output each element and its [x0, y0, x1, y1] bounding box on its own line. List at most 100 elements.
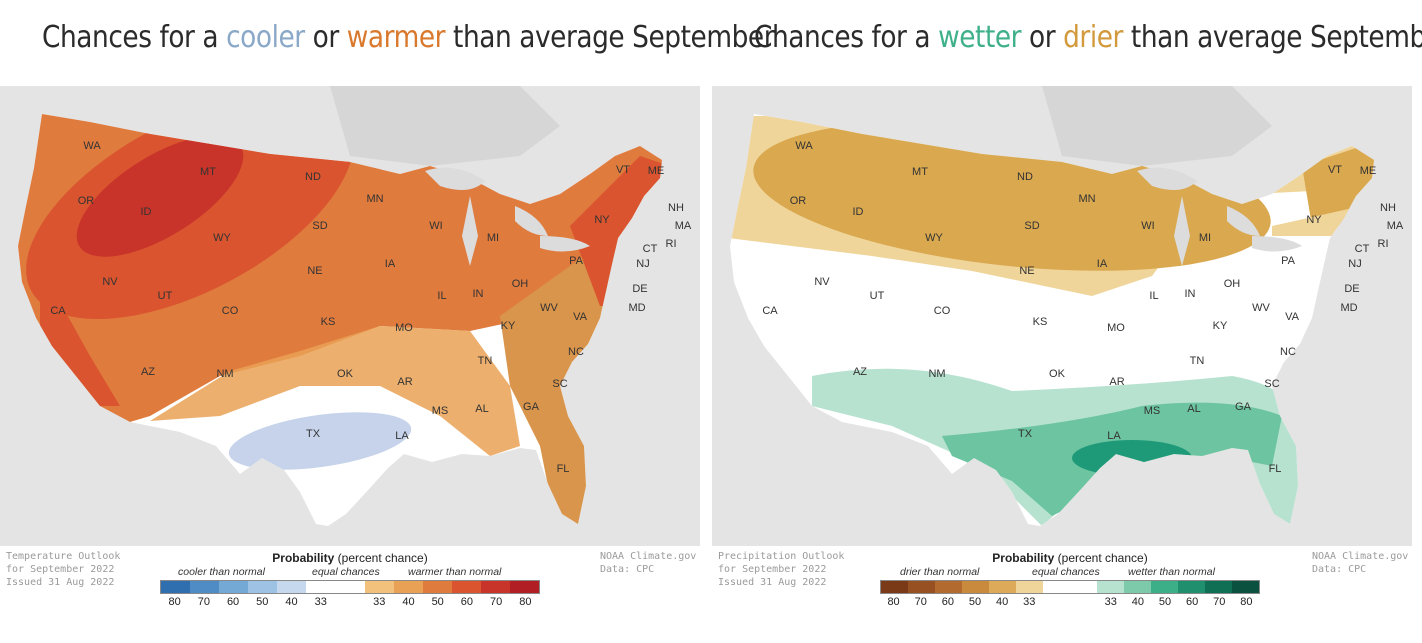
legend-equal-label: equal chances: [1032, 566, 1100, 578]
state-label-ia: IA: [384, 258, 396, 270]
legend-swatch: [1016, 581, 1043, 593]
legend-tick: 40: [285, 596, 298, 608]
legend-below-label: cooler than normal: [178, 566, 265, 578]
state-label-id: ID: [852, 206, 864, 218]
state-label-pa: PA: [1281, 255, 1295, 267]
state-label-fl: FL: [556, 463, 570, 475]
precipitation-map: WA OR CA ID NV MT WY UT AZ CO NM ND SD NE KS OK TX MN IA MO…: [712, 86, 1412, 546]
temperature-panel: Chances for a cooler or warmer than aver…: [0, 0, 775, 643]
state-label-mn: MN: [366, 193, 384, 205]
state-label-ok: OK: [1049, 368, 1065, 380]
state-label-me: ME: [1359, 165, 1377, 177]
state-label-ky: KY: [500, 320, 516, 332]
state-label-nd: ND: [305, 171, 321, 183]
state-label-ut: UT: [869, 290, 885, 302]
state-label-la: LA: [395, 430, 409, 442]
legend-tick: 33: [373, 596, 386, 608]
state-label-ar: AR: [397, 376, 413, 388]
state-label-id: ID: [140, 206, 152, 218]
precipitation-legend: Probability (percent chance) drier than …: [880, 551, 1260, 608]
legend-above-label: warmer than normal: [408, 566, 502, 578]
legend-tick: 60: [460, 596, 474, 608]
legend-below-label: drier than normal: [900, 566, 980, 578]
legend-swatch: [989, 581, 1016, 593]
state-label-vt: VT: [615, 164, 631, 176]
legend-swatch: [161, 581, 191, 593]
state-label-az: AZ: [140, 366, 156, 378]
precipitation-credit: NOAA Climate.gov Data: CPC: [1312, 551, 1409, 575]
legend-swatch: [881, 581, 908, 593]
legend-tick: 80: [168, 596, 181, 608]
state-label-mo: MO: [1107, 322, 1125, 334]
state-label-wa: WA: [795, 140, 813, 152]
state-label-in: IN: [1184, 288, 1196, 300]
legend-tick: 33: [314, 596, 327, 608]
state-label-al: AL: [475, 403, 489, 415]
state-label-ca: CA: [50, 305, 66, 317]
state-label-co: CO: [933, 305, 951, 317]
state-label-ks: KS: [320, 316, 336, 328]
state-label-wy: WY: [925, 232, 943, 244]
state-label-ar: AR: [1109, 376, 1125, 388]
state-label-me: ME: [647, 165, 665, 177]
state-label-tx: TX: [1017, 428, 1033, 440]
state-label-wi: WI: [1141, 220, 1155, 232]
state-label-md: MD: [628, 302, 646, 314]
state-label-tn: TN: [1189, 355, 1205, 367]
legend-tick: 50: [1158, 596, 1172, 608]
state-label-ga: GA: [523, 401, 539, 413]
legend-title: Probability (percent chance): [992, 551, 1148, 565]
state-label-nj: NJ: [636, 258, 650, 270]
state-label-nj: NJ: [1348, 258, 1362, 270]
legend-ticks: 80 70 60 50 40 33 33 40 50 60 70 80: [160, 594, 540, 608]
state-label-nc: NC: [568, 346, 584, 358]
legend-tick: 60: [226, 596, 240, 608]
temperature-map: WA OR CA ID NV MT WY UT AZ CO NM ND SD NE KS OK TX MN IA MO…: [0, 86, 700, 546]
legend-ticks: 80 70 60 50 40 33 33 40 50 60 70 80: [880, 594, 1260, 608]
legend-tick: 80: [887, 596, 900, 608]
legend-tick: 50: [256, 596, 269, 608]
legend-swatch: [451, 581, 481, 593]
legend-swatch: [306, 581, 336, 593]
legend-swatch: [248, 581, 278, 593]
state-label-ri: RI: [665, 238, 677, 250]
temperature-map-shapes: [0, 86, 700, 546]
legend-tick: 50: [968, 596, 982, 608]
legend-equal-label: equal chances: [312, 566, 380, 578]
state-label-wa: WA: [83, 140, 101, 152]
state-label-va: VA: [573, 311, 587, 323]
state-label-ms: MS: [1143, 405, 1161, 417]
state-label-la: LA: [1107, 430, 1121, 442]
legend-swatch: [1205, 581, 1232, 593]
legend-tick: 70: [197, 596, 210, 608]
state-label-de: DE: [1344, 283, 1360, 295]
state-label-mi: MI: [1198, 232, 1212, 244]
state-label-ma: MA: [1386, 220, 1404, 232]
state-label-oh: OH: [1223, 278, 1241, 290]
legend-swatch: [509, 581, 540, 593]
state-label-sd: SD: [1024, 220, 1040, 232]
temperature-credit: NOAA Climate.gov Data: CPC: [600, 551, 697, 575]
legend-tick: 50: [431, 596, 444, 608]
state-label-ia: IA: [1096, 258, 1108, 270]
state-label-il: IL: [1149, 290, 1159, 302]
state-label-ut: UT: [157, 290, 173, 302]
state-label-va: VA: [1285, 311, 1299, 323]
state-label-tx: TX: [305, 428, 321, 440]
state-label-sd: SD: [312, 220, 328, 232]
state-label-ne: NE: [307, 265, 323, 277]
state-label-mo: MO: [395, 322, 413, 334]
state-label-in: IN: [472, 288, 484, 300]
state-label-ne: NE: [1019, 265, 1035, 277]
state-label-ky: KY: [1212, 320, 1228, 332]
legend-swatch: [1232, 581, 1259, 593]
state-label-ks: KS: [1032, 316, 1048, 328]
legend-swatch: [480, 581, 510, 593]
legend-title: Probability (percent chance): [272, 551, 428, 565]
state-label-wv: WV: [540, 302, 558, 314]
state-label-ri: RI: [1377, 238, 1389, 250]
state-label-ok: OK: [337, 368, 353, 380]
legend-swatch: [1043, 581, 1070, 593]
legend-swatch: [1178, 581, 1205, 593]
state-label-az: AZ: [852, 366, 868, 378]
